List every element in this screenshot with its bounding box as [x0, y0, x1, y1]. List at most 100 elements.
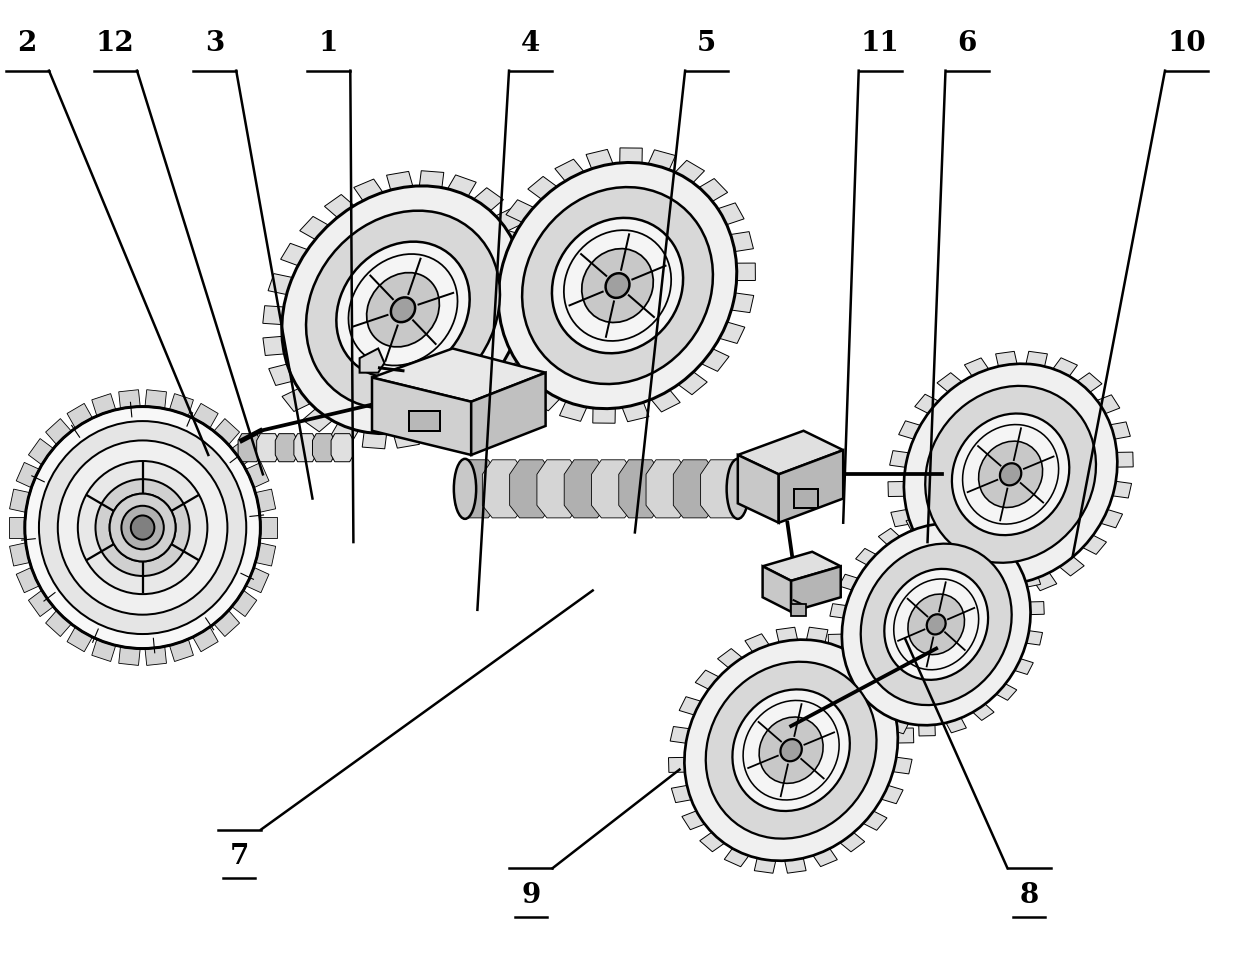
Polygon shape: [893, 757, 913, 773]
Polygon shape: [46, 418, 71, 444]
Polygon shape: [498, 354, 526, 377]
Polygon shape: [882, 785, 903, 803]
Polygon shape: [423, 419, 453, 440]
Polygon shape: [1112, 481, 1132, 498]
Polygon shape: [671, 785, 691, 802]
Polygon shape: [512, 234, 537, 256]
Polygon shape: [890, 509, 910, 527]
Polygon shape: [522, 264, 543, 283]
Polygon shape: [919, 725, 935, 736]
Polygon shape: [325, 195, 353, 217]
Polygon shape: [257, 434, 279, 462]
Polygon shape: [481, 319, 505, 340]
Polygon shape: [622, 403, 649, 422]
Polygon shape: [997, 683, 1017, 700]
Polygon shape: [673, 460, 717, 518]
Polygon shape: [215, 611, 239, 637]
Ellipse shape: [925, 386, 1096, 562]
Polygon shape: [16, 567, 38, 592]
Polygon shape: [281, 389, 310, 411]
Polygon shape: [1014, 659, 1033, 675]
Polygon shape: [719, 322, 745, 344]
Polygon shape: [888, 719, 909, 734]
Polygon shape: [490, 227, 516, 249]
Polygon shape: [238, 434, 260, 462]
Polygon shape: [1111, 422, 1131, 439]
Ellipse shape: [861, 544, 1012, 705]
Polygon shape: [682, 811, 704, 830]
Text: 3: 3: [205, 30, 224, 57]
Polygon shape: [477, 380, 506, 403]
Polygon shape: [1004, 583, 1025, 597]
Polygon shape: [46, 611, 71, 637]
Polygon shape: [507, 370, 536, 393]
Polygon shape: [1033, 573, 1056, 590]
Polygon shape: [649, 150, 676, 169]
Polygon shape: [806, 627, 828, 642]
Polygon shape: [303, 409, 332, 432]
Ellipse shape: [684, 640, 898, 861]
Polygon shape: [944, 573, 968, 590]
Polygon shape: [646, 460, 689, 518]
Ellipse shape: [391, 297, 415, 322]
Polygon shape: [247, 567, 269, 592]
Polygon shape: [676, 161, 704, 182]
Polygon shape: [1027, 631, 1043, 645]
Polygon shape: [856, 549, 875, 565]
Ellipse shape: [552, 218, 683, 353]
Polygon shape: [732, 293, 754, 313]
Polygon shape: [232, 590, 257, 617]
Ellipse shape: [908, 594, 965, 654]
Polygon shape: [906, 516, 926, 530]
Polygon shape: [899, 421, 920, 439]
Polygon shape: [232, 439, 257, 465]
Ellipse shape: [25, 407, 260, 649]
Polygon shape: [776, 627, 797, 642]
Polygon shape: [794, 489, 818, 508]
Polygon shape: [353, 179, 383, 200]
Text: 2: 2: [17, 30, 37, 57]
Ellipse shape: [95, 479, 190, 576]
Polygon shape: [937, 513, 954, 524]
Polygon shape: [919, 557, 944, 576]
Ellipse shape: [884, 569, 988, 680]
Ellipse shape: [58, 440, 227, 615]
Polygon shape: [10, 543, 30, 566]
Ellipse shape: [706, 662, 877, 838]
Polygon shape: [841, 832, 864, 852]
Polygon shape: [718, 649, 742, 668]
Polygon shape: [16, 463, 38, 488]
Text: 11: 11: [861, 30, 900, 57]
Polygon shape: [119, 647, 140, 665]
Polygon shape: [699, 832, 724, 852]
Polygon shape: [915, 394, 939, 413]
Polygon shape: [170, 640, 193, 661]
Text: 8: 8: [1019, 882, 1039, 909]
Polygon shape: [620, 148, 642, 163]
Polygon shape: [678, 372, 707, 395]
Ellipse shape: [498, 163, 737, 408]
Polygon shape: [268, 274, 293, 294]
Polygon shape: [531, 389, 559, 410]
Polygon shape: [263, 306, 284, 324]
Polygon shape: [269, 364, 294, 385]
Polygon shape: [839, 574, 858, 590]
Polygon shape: [280, 243, 308, 265]
Polygon shape: [409, 411, 440, 431]
Polygon shape: [763, 566, 791, 612]
Polygon shape: [1009, 546, 1029, 562]
Polygon shape: [1023, 572, 1040, 587]
Polygon shape: [193, 404, 218, 428]
Polygon shape: [312, 434, 335, 462]
Polygon shape: [651, 390, 681, 412]
Text: 5: 5: [697, 30, 717, 57]
Ellipse shape: [926, 615, 946, 634]
Polygon shape: [763, 552, 841, 581]
Polygon shape: [680, 697, 701, 715]
Polygon shape: [67, 404, 92, 428]
Polygon shape: [699, 178, 728, 201]
Polygon shape: [481, 258, 503, 278]
Polygon shape: [988, 527, 1009, 543]
Ellipse shape: [131, 515, 154, 540]
Polygon shape: [863, 706, 884, 722]
